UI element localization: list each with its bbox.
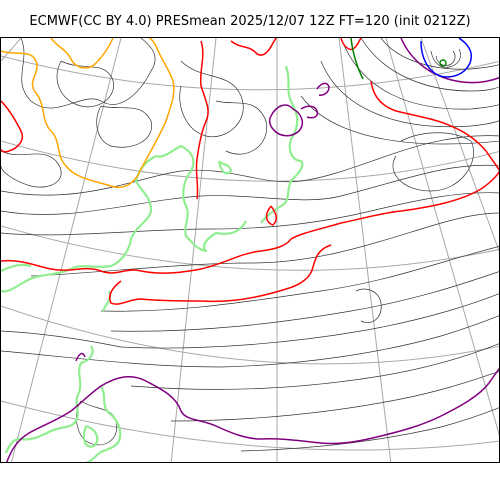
graticule-parallels (1, 55, 499, 451)
coastlines (1, 65, 304, 462)
contour-orange (1, 38, 175, 188)
low-pressure-center (350, 38, 472, 80)
weather-map (1, 38, 499, 462)
graticule-meridians (1, 38, 499, 462)
map-frame (0, 37, 500, 463)
isobars (1, 38, 499, 452)
chart-title: ECMWF(CC BY 4.0) PRESmean 2025/12/07 12Z… (29, 14, 471, 29)
contour-purple (5, 38, 499, 462)
contour-red (1, 38, 499, 305)
